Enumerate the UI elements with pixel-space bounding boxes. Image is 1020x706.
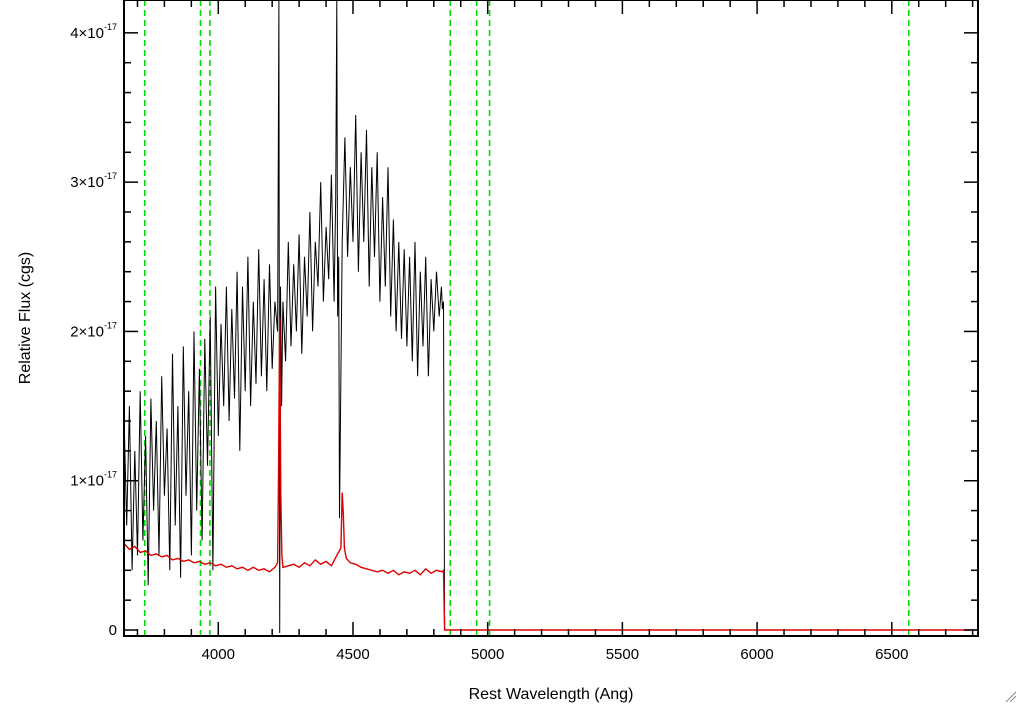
y-tick-label: 3×10-17 xyxy=(70,171,117,191)
x-tick-label: 6000 xyxy=(740,646,773,663)
y-tick-label: 1×10-17 xyxy=(70,470,117,490)
x-tick-label: 4000 xyxy=(202,646,235,663)
tick-labels: 4000 4500 5000 5500 6000 6500 0 1×10-17 2×10-17 3… xyxy=(70,22,908,663)
x-tick-label: 5000 xyxy=(471,646,504,663)
resize-grip-icon[interactable] xyxy=(1004,690,1016,702)
axes xyxy=(123,0,979,637)
reference-lines xyxy=(143,0,910,636)
series-line-0 xyxy=(123,0,978,634)
series-layer xyxy=(123,0,978,634)
x-tick-label: 6500 xyxy=(875,646,908,663)
plot-frame xyxy=(123,0,979,637)
y-tick-label: 4×10-17 xyxy=(70,22,117,42)
y-axis-label: Relative Flux (cgs) xyxy=(17,252,34,384)
y-tick-label: 2×10-17 xyxy=(70,320,117,340)
series-line-1 xyxy=(123,316,978,631)
x-axis-label: Rest Wavelength (Ang) xyxy=(469,686,634,703)
x-tick-label: 5500 xyxy=(606,646,639,663)
y-tick-label: 0 xyxy=(109,622,117,639)
x-tick-label: 4500 xyxy=(336,646,369,663)
